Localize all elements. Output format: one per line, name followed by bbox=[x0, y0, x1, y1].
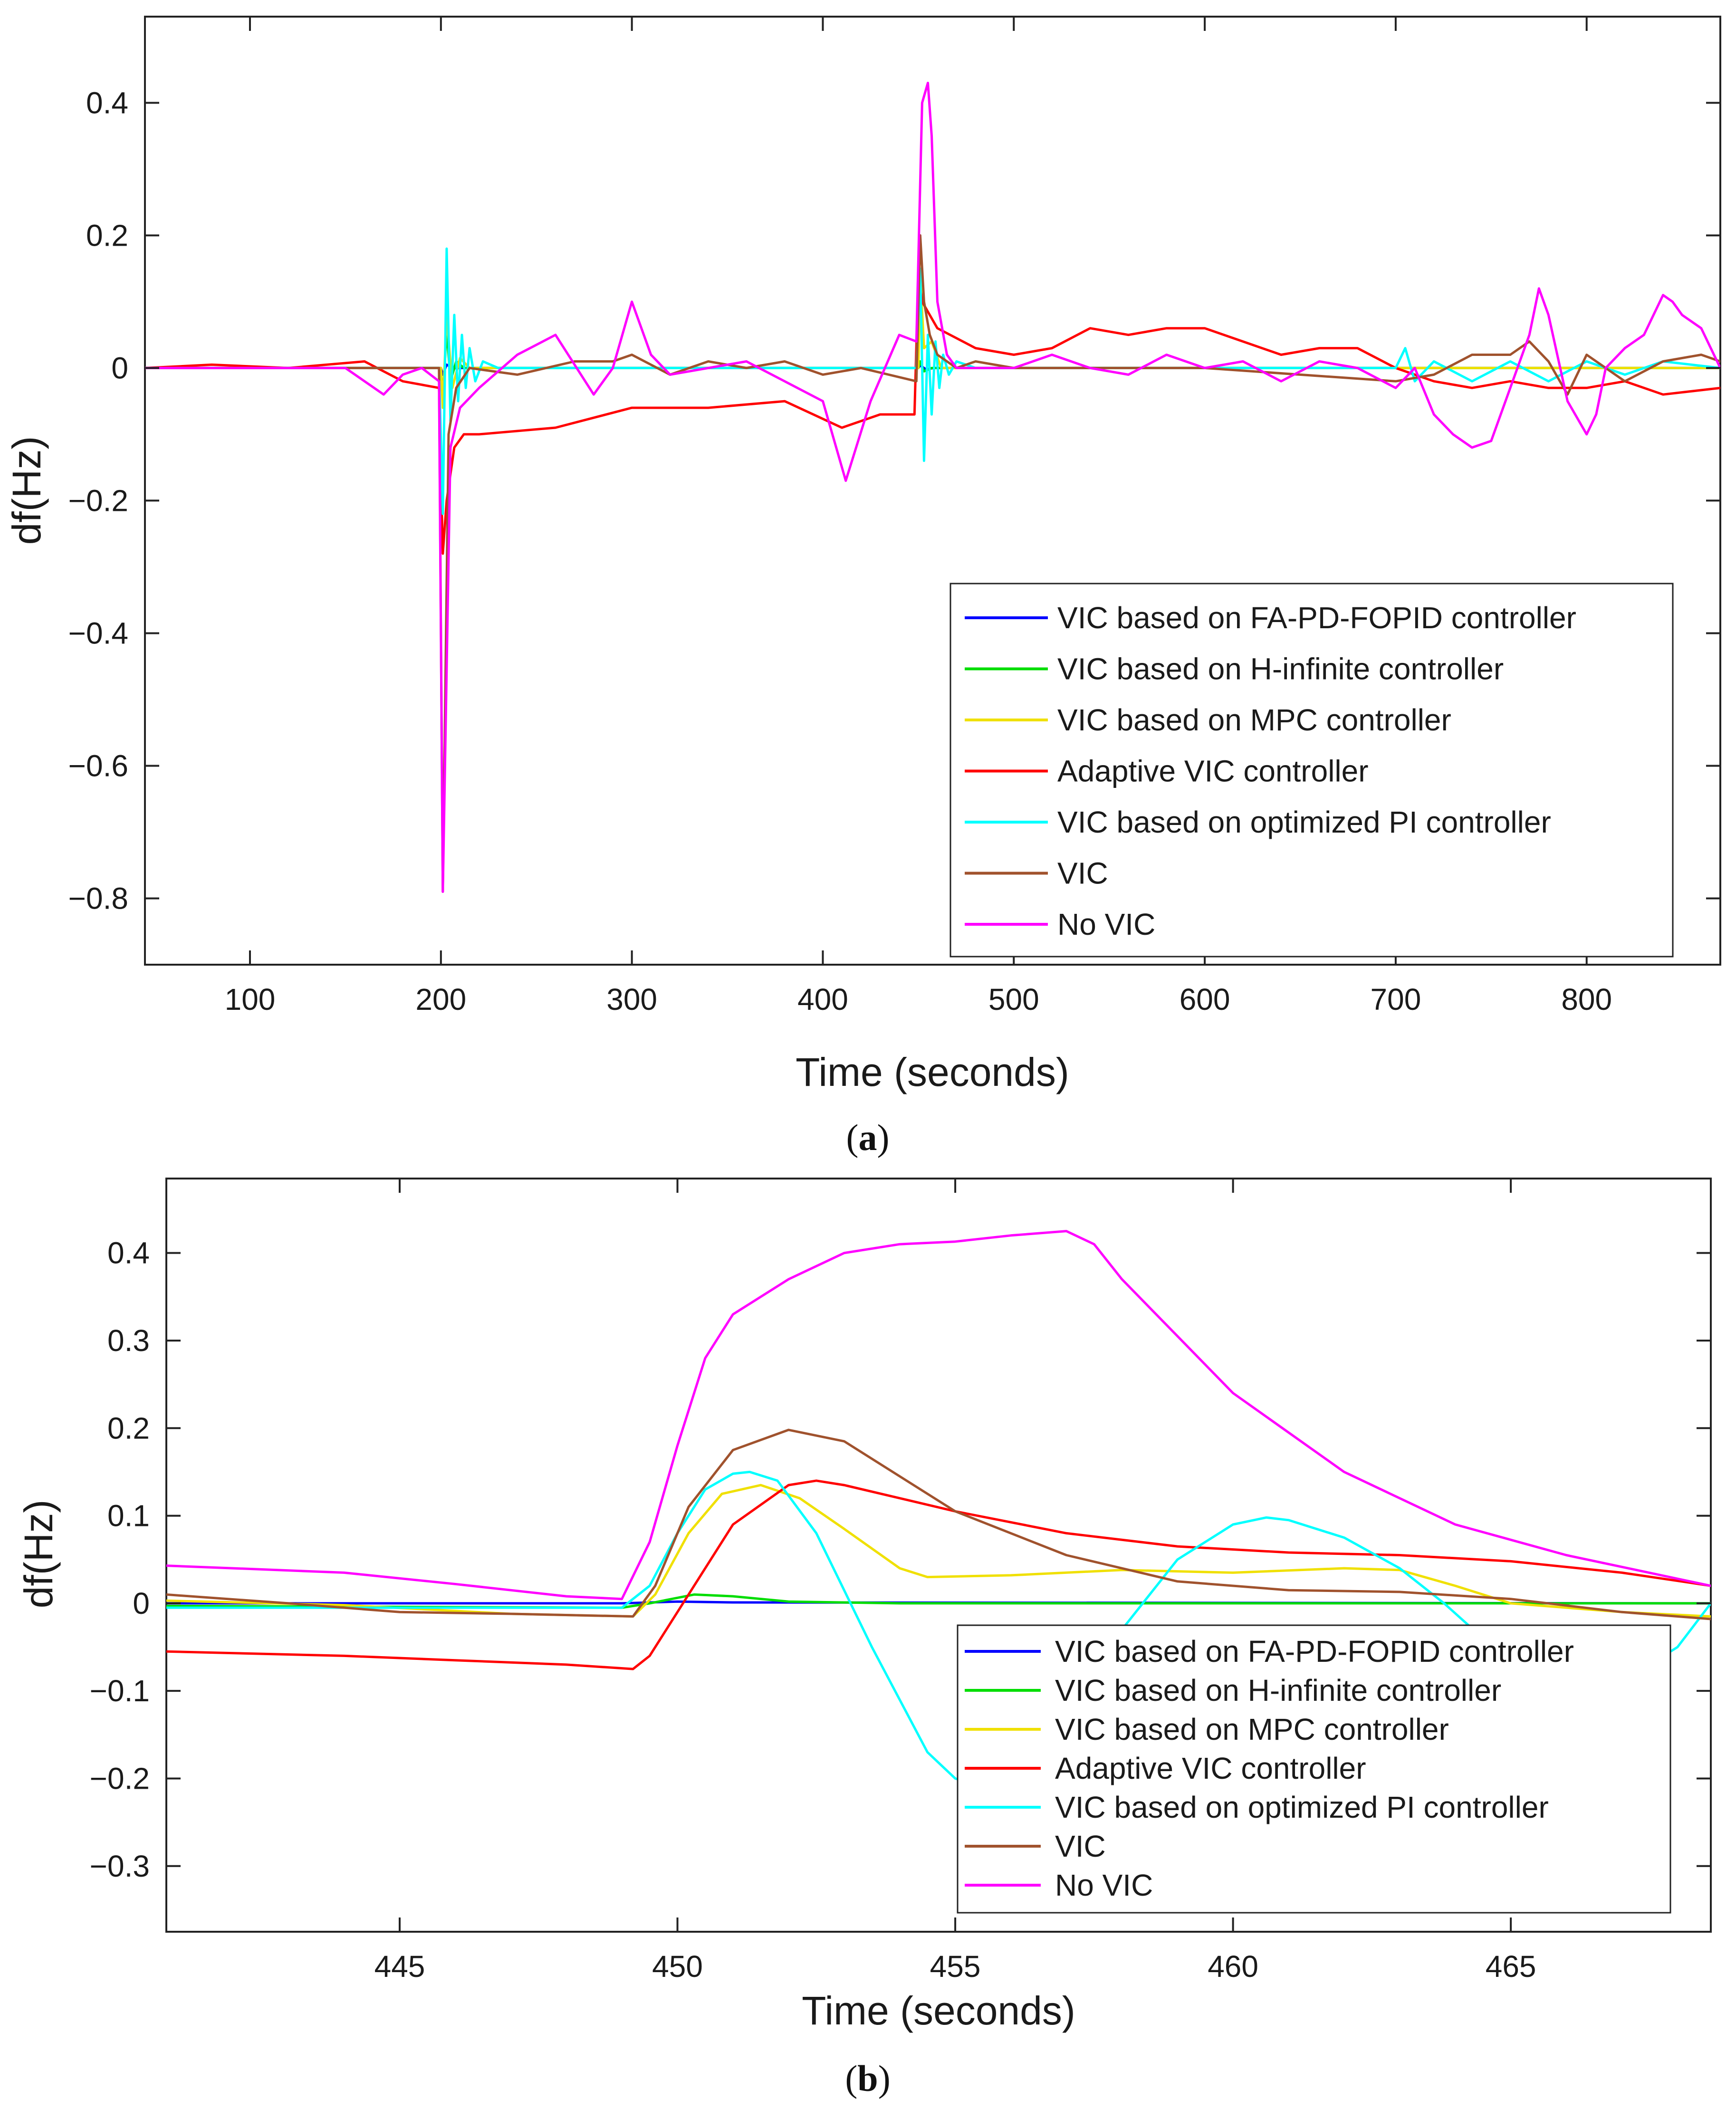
tick-layer-a: 100 200 300 400 500 600 700 800 −0.8 −0.6 −0.4 −0.2… bbox=[68, 17, 1720, 1016]
x-tick-label-a-6: 700 bbox=[1371, 982, 1421, 1016]
y-tick-label-a-3: −0.2 bbox=[68, 483, 128, 518]
y-tick-label-a-1: −0.6 bbox=[68, 748, 128, 783]
x-axis-label-a: Time (seconds) bbox=[796, 1050, 1069, 1094]
legend-label-a-5: VIC bbox=[1057, 856, 1108, 891]
x-tick-label-a-5: 600 bbox=[1180, 982, 1230, 1016]
y-axis-label-a: df(Hz) bbox=[4, 436, 49, 545]
caption-b-open: ( bbox=[845, 2058, 857, 2099]
legend-label-b-6: No VIC bbox=[1055, 1868, 1153, 1902]
x-tick-label-a-0: 100 bbox=[225, 982, 276, 1016]
y-tick-label-b-4: 0.1 bbox=[107, 1499, 150, 1533]
legend-label-b-5: VIC bbox=[1055, 1829, 1106, 1863]
legend-box-a bbox=[950, 583, 1674, 958]
legend-label-b-0: VIC based on FA-PD-FOPID controller bbox=[1055, 1634, 1574, 1668]
y-tick-label-b-5: 0.2 bbox=[107, 1411, 150, 1445]
series-line-b-3 bbox=[166, 1479, 1711, 1670]
y-tick-label-b-3: 0 bbox=[133, 1586, 150, 1620]
y-tick-label-a-2: −0.4 bbox=[68, 616, 128, 650]
legend-label-b-2: VIC based on MPC controller bbox=[1055, 1712, 1449, 1746]
series-line-a-4 bbox=[145, 247, 1720, 515]
caption-a-close: ) bbox=[877, 1117, 890, 1158]
y-tick-label-b-1: −0.2 bbox=[90, 1761, 150, 1795]
x-tick-label-a-3: 400 bbox=[797, 982, 848, 1016]
y-tick-label-b-6: 0.3 bbox=[107, 1323, 150, 1358]
chart-panel-b: 445 450 455 460 465 −0.3 −0.2 −0.1 0 0.1 0.2 0.3 0.4… bbox=[16, 1178, 1712, 2099]
series-line-a-3 bbox=[145, 274, 1720, 555]
x-tick-label-b-4: 465 bbox=[1486, 1949, 1536, 1984]
caption-a-open: ( bbox=[846, 1117, 859, 1158]
legend-label-b-4: VIC based on optimized PI controller bbox=[1055, 1790, 1549, 1824]
x-tick-label-a-1: 200 bbox=[415, 982, 466, 1016]
x-tick-label-b-0: 445 bbox=[374, 1949, 425, 1984]
series-layer-a bbox=[145, 82, 1720, 893]
caption-b-close: ) bbox=[878, 2058, 891, 2099]
series-line-b-6 bbox=[166, 1230, 1711, 1601]
y-tick-label-a-6: 0.4 bbox=[86, 86, 128, 120]
legend-box-b bbox=[957, 1624, 1671, 1914]
legend-label-b-3: Adaptive VIC controller bbox=[1055, 1751, 1366, 1785]
caption-a-letter: a bbox=[859, 1117, 877, 1158]
y-tick-label-b-2: −0.1 bbox=[90, 1674, 150, 1708]
caption-a: (a) bbox=[846, 1117, 890, 1158]
y-tick-label-b-0: −0.3 bbox=[90, 1849, 150, 1883]
legend-a: VIC based on FA-PD-FOPID controller VIC b… bbox=[950, 583, 1674, 958]
legend-items-b: VIC based on FA-PD-FOPID controller VIC b… bbox=[965, 1634, 1574, 1902]
legend-label-b-1: VIC based on H-infinite controller bbox=[1055, 1673, 1501, 1707]
legend-b: VIC based on FA-PD-FOPID controller VIC b… bbox=[957, 1624, 1671, 1914]
x-tick-label-a-4: 500 bbox=[988, 982, 1039, 1016]
tick-layer-b: 445 450 455 460 465 −0.3 −0.2 −0.1 0 0.1 0.2 0.3 0.4 bbox=[90, 1179, 1711, 1984]
series-line-b-2 bbox=[166, 1484, 1711, 1618]
legend-label-a-6: No VIC bbox=[1057, 907, 1155, 941]
legend-label-a-4: VIC based on optimized PI controller bbox=[1057, 805, 1551, 839]
x-tick-label-a-7: 800 bbox=[1561, 982, 1612, 1016]
series-line-b-5 bbox=[166, 1428, 1711, 1620]
caption-b-letter: b bbox=[857, 2058, 878, 2099]
series-line-a-6 bbox=[145, 82, 1720, 893]
x-axis-label-b: Time (seconds) bbox=[802, 1988, 1075, 2033]
legend-label-a-1: VIC based on H-infinite controller bbox=[1057, 652, 1504, 686]
legend-label-a-2: VIC based on MPC controller bbox=[1057, 703, 1451, 737]
caption-b: (b) bbox=[845, 2058, 890, 2099]
y-tick-label-b-7: 0.4 bbox=[107, 1236, 150, 1270]
x-tick-label-b-1: 450 bbox=[652, 1949, 703, 1984]
x-tick-label-b-2: 455 bbox=[930, 1949, 981, 1984]
legend-label-a-3: Adaptive VIC controller bbox=[1057, 754, 1369, 788]
y-axis-label-b: df(Hz) bbox=[16, 1500, 61, 1609]
y-tick-label-a-0: −0.8 bbox=[68, 881, 128, 915]
x-tick-label-a-2: 300 bbox=[606, 982, 657, 1016]
legend-label-a-0: VIC based on FA-PD-FOPID controller bbox=[1057, 601, 1576, 635]
series-layer-b bbox=[166, 1230, 1711, 1797]
legend-items-a: VIC based on FA-PD-FOPID controller VIC b… bbox=[965, 601, 1576, 941]
y-tick-label-a-4: 0 bbox=[111, 351, 128, 385]
x-tick-label-b-3: 460 bbox=[1208, 1949, 1258, 1984]
y-tick-label-a-5: 0.2 bbox=[86, 218, 128, 252]
series-line-b-1 bbox=[166, 1593, 1711, 1609]
series-line-a-5 bbox=[145, 234, 1720, 893]
chart-panel-a: 100 200 300 400 500 600 700 800 −0.8 −0.6 −0.4 −0.2… bbox=[4, 16, 1721, 1158]
